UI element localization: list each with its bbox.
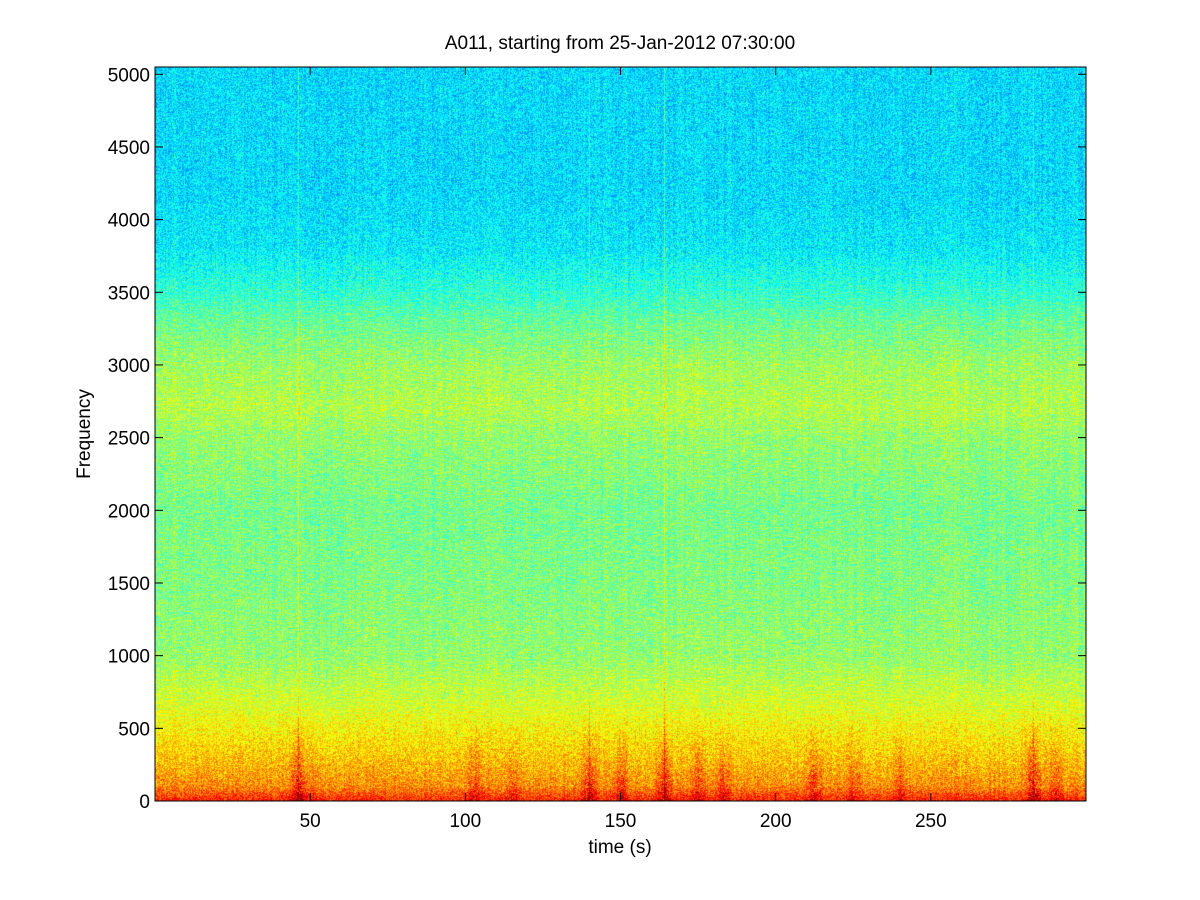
x-tick-label: 100: [449, 811, 481, 832]
y-tick-label: 4500: [108, 138, 150, 159]
y-tick-label: 0: [139, 792, 150, 813]
x-tick-label: 50: [300, 811, 321, 832]
spectrogram-canvas: [155, 67, 1086, 801]
x-axis-label: time (s): [588, 837, 651, 858]
y-tick-label: 2500: [108, 429, 150, 450]
y-tick-label: 5000: [108, 65, 150, 86]
y-axis-label: Frequency: [74, 389, 95, 479]
x-tick-label: 150: [605, 811, 637, 832]
y-tick-label: 2000: [108, 501, 150, 522]
x-tick-label: 250: [915, 811, 947, 832]
y-tick-label: 1000: [108, 647, 150, 668]
y-tick-label: 1500: [108, 574, 150, 595]
y-tick-label: 500: [118, 719, 150, 740]
y-tick-label: 3500: [108, 283, 150, 304]
plot-area: [155, 67, 1086, 801]
y-axis: 0 500 1000 1500 2000 2500 3000 3500 4000 4500 5000: [108, 65, 1086, 813]
x-tick-label: 200: [760, 811, 792, 832]
x-axis: 50 100 150 200 250: [300, 67, 947, 832]
chart-title: A011, starting from 25-Jan-2012 07:30:00: [445, 33, 795, 54]
y-tick-label: 3000: [108, 356, 150, 377]
y-tick-label: 4000: [108, 211, 150, 232]
